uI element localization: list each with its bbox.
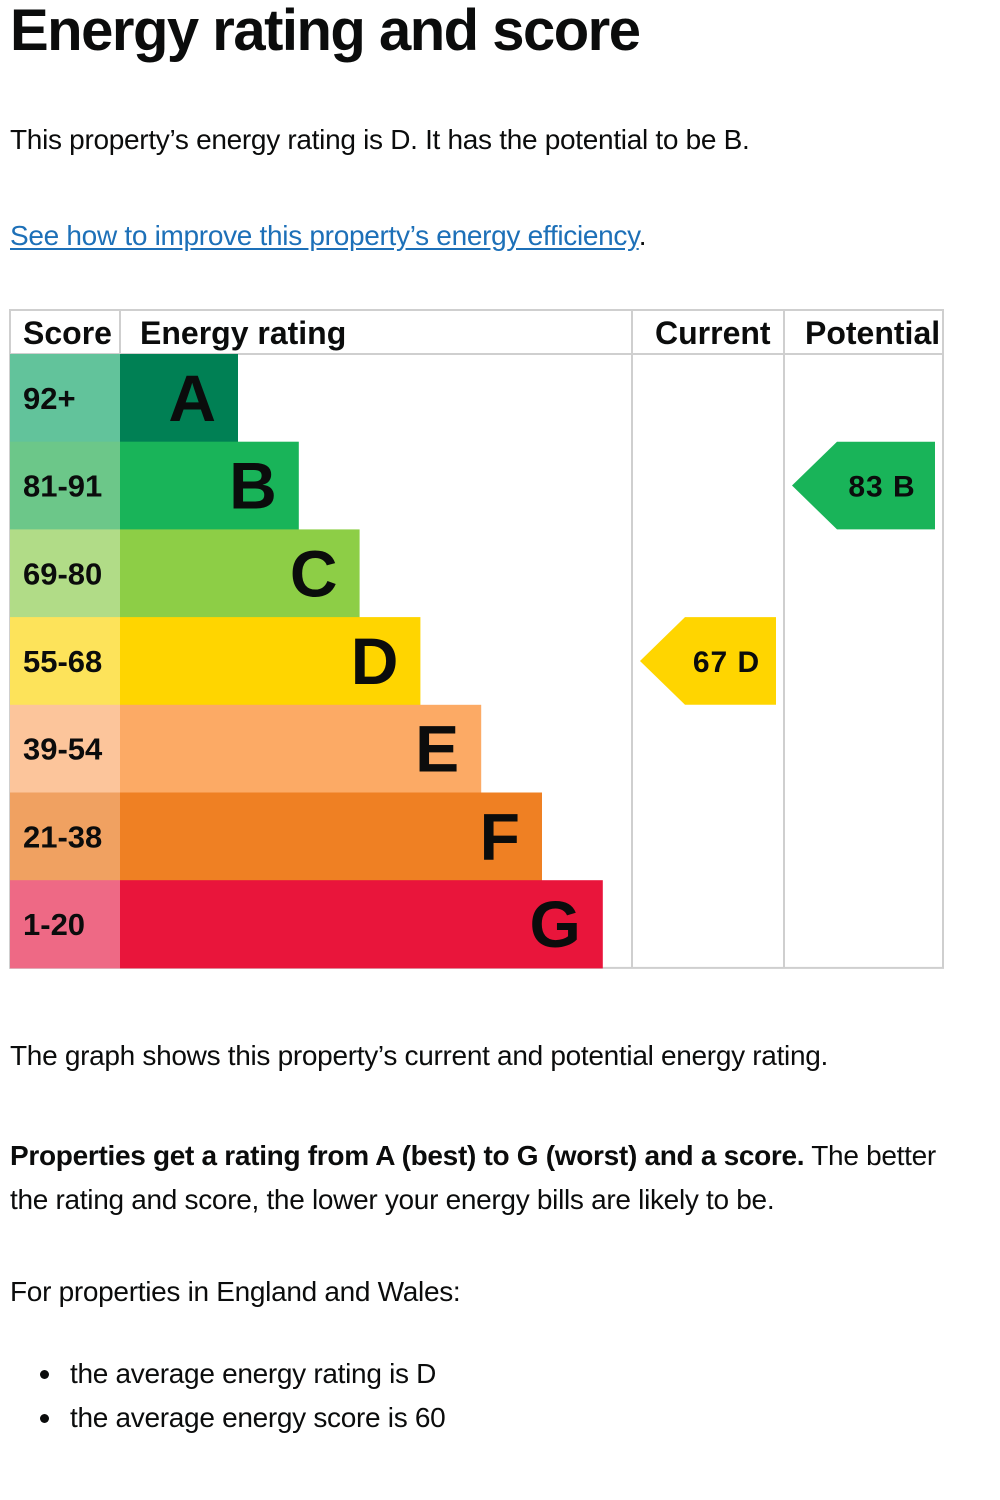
potential-rating-arrow bbox=[792, 441, 935, 530]
rating-explanation-bold: Properties get a rating from A (best) to… bbox=[10, 1140, 805, 1171]
improve-link-paragraph: See how to improve this property’s energ… bbox=[10, 218, 647, 254]
potential-rating-arrow-label: 83 B bbox=[848, 471, 915, 504]
rating-letter-a: A bbox=[168, 361, 216, 435]
rating-letter-c: C bbox=[290, 536, 338, 610]
current-rating-arrow bbox=[640, 617, 776, 705]
average-score-text: the average energy score is 60 bbox=[70, 1402, 446, 1433]
rating-bar-c bbox=[120, 529, 360, 618]
score-range-label: 39-54 bbox=[23, 732, 103, 767]
rating-explanation-rest: The better the rating and score, the low… bbox=[10, 1140, 936, 1215]
bullet-icon bbox=[40, 1414, 49, 1423]
rating-letter-b: B bbox=[229, 449, 277, 523]
rating-letter-d: D bbox=[351, 624, 399, 698]
graph-caption: The graph shows this property’s current … bbox=[10, 1040, 829, 1071]
list-item: the average energy score is 60 bbox=[30, 1396, 446, 1440]
score-cell-f bbox=[10, 792, 120, 881]
score-range-label: 1-20 bbox=[23, 907, 85, 942]
score-range-label: 21-38 bbox=[23, 819, 102, 854]
score-range-label: 92+ bbox=[23, 381, 76, 416]
rating-letter-e: E bbox=[415, 712, 459, 786]
rating-explanation: Properties get a rating from A (best) to… bbox=[10, 1134, 970, 1222]
rating-letter-f: F bbox=[480, 799, 520, 873]
rating-summary: This property’s energy rating is D. It h… bbox=[10, 124, 750, 155]
improve-efficiency-link[interactable]: See how to improve this property’s energ… bbox=[10, 220, 639, 251]
energy-rating-column-header: Energy rating bbox=[140, 315, 346, 351]
score-range-label: 81-91 bbox=[23, 469, 102, 504]
rating-bar-e bbox=[120, 704, 482, 793]
current-column-header: Current bbox=[655, 315, 771, 351]
bullet-icon bbox=[40, 1370, 49, 1379]
potential-column-header: Potential bbox=[805, 315, 940, 351]
average-rating-text: the average energy rating is D bbox=[70, 1358, 437, 1389]
score-cell-e bbox=[10, 704, 120, 793]
score-range-label: 69-80 bbox=[23, 556, 102, 591]
energy-rating-chart: Score Energy rating Current Potential 92+ A 8… bbox=[9, 309, 944, 969]
score-cell-b bbox=[10, 441, 120, 530]
link-suffix: . bbox=[638, 220, 647, 251]
score-range-label: 55-68 bbox=[23, 644, 102, 679]
score-cell-g bbox=[10, 880, 120, 969]
current-rating-arrow-label: 67 D bbox=[693, 646, 760, 679]
list-item: the average energy rating is D bbox=[30, 1352, 445, 1396]
averages-list: the average energy rating is D the avera… bbox=[30, 1352, 446, 1440]
rating-bar-f bbox=[120, 792, 542, 881]
regional-intro: For properties in England and Wales: bbox=[10, 1276, 461, 1307]
rating-bar-d bbox=[120, 617, 421, 706]
page-title: Energy rating and score bbox=[10, 0, 641, 63]
score-cell-c bbox=[10, 529, 120, 618]
score-column-header: Score bbox=[23, 315, 112, 351]
rating-bar-a bbox=[120, 354, 238, 443]
rating-bar-b bbox=[120, 441, 299, 530]
score-cell-d bbox=[10, 617, 120, 706]
score-cell-a bbox=[10, 354, 120, 443]
rating-letter-g: G bbox=[529, 887, 580, 961]
rating-bar-g bbox=[120, 880, 603, 969]
